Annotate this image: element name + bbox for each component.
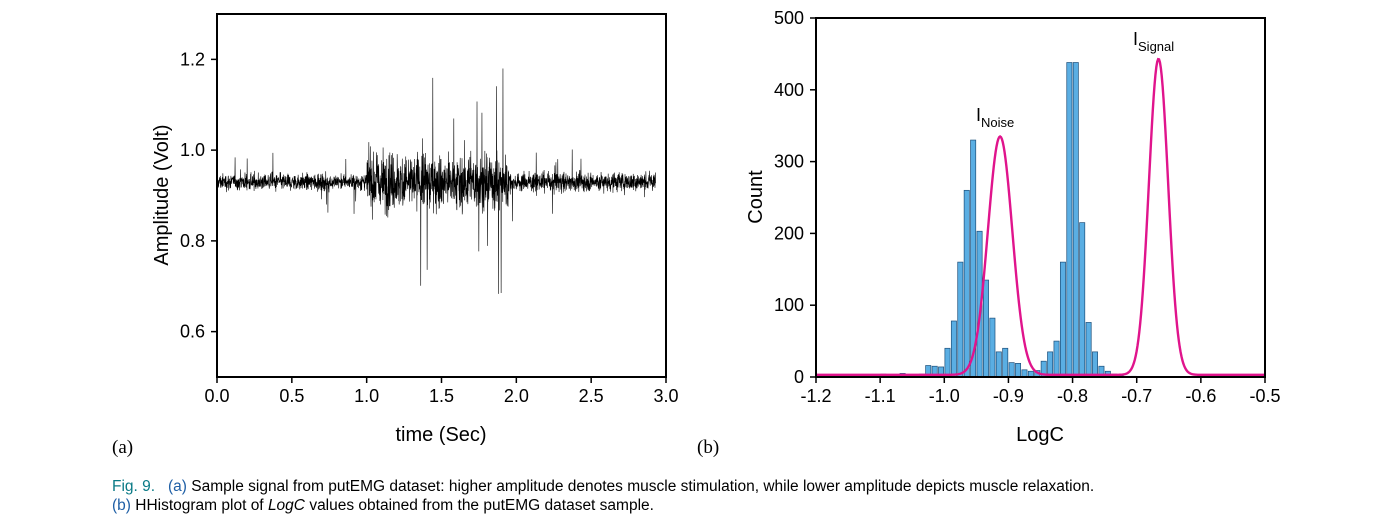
caption-line-2: (b) HHistogram plot of LogC values obtai… <box>112 496 1312 515</box>
panel-b-y-tick-label: 300 <box>774 152 804 172</box>
panel-b-ticks: -1.2 -1.1 -1.0 -0.9 -0.8 -0.7 -0.6 -0.5 0 100 200 3… <box>774 8 1281 406</box>
histogram-bar <box>1066 62 1073 378</box>
histogram-bar <box>1047 351 1054 378</box>
histogram-bar <box>995 351 1002 378</box>
panel-b-x-tick-label: -0.7 <box>1121 386 1152 406</box>
panel-b-histogram: -1.2 -1.1 -1.0 -0.9 -0.8 -0.7 -0.6 -0.5 0 100 200 3… <box>697 8 1281 458</box>
noise-peak-label: INoise <box>976 105 1014 130</box>
figure: 0.0 0.5 1.0 1.5 2.0 2.5 3.0 0.6 0.8 1.0 1.2 time (… <box>112 8 1281 458</box>
histogram-bar <box>1085 322 1092 378</box>
panel-a-signal-plot: 0.0 0.5 1.0 1.5 2.0 2.5 3.0 0.6 0.8 1.0 1.2 time (… <box>112 13 679 458</box>
signal-trace <box>216 68 656 294</box>
panel-a-x-tick-label: 3.0 <box>653 386 678 406</box>
histogram-bar <box>1002 347 1009 378</box>
panel-b-y-tick-label: 400 <box>774 80 804 100</box>
caption-part-b-link[interactable]: (b) <box>112 497 131 514</box>
panel-b-y-tick-label: 100 <box>774 295 804 315</box>
caption-part-b-var: LogC <box>267 497 305 514</box>
panel-a-x-tick-label: 0.5 <box>279 386 304 406</box>
caption-line-1: Fig. 9. (a) Sample signal from putEMG da… <box>112 477 1312 496</box>
panel-b-x-tick-label: -1.2 <box>800 386 831 406</box>
panel-b-x-tick-label: -0.9 <box>993 386 1024 406</box>
panel-b-x-tick-label: -1.0 <box>929 386 960 406</box>
panel-a-x-tick-label: 0.0 <box>204 386 229 406</box>
histogram-bar <box>944 347 951 378</box>
panel-a-x-tick-label: 2.0 <box>504 386 529 406</box>
histogram-bars <box>848 62 1137 378</box>
panel-b-x-label: LogC <box>1016 424 1064 446</box>
signal-line <box>216 68 656 294</box>
signal-peak-label-main: I <box>1133 29 1138 49</box>
caption-part-b-pre: HHistogram plot of <box>135 497 264 514</box>
panel-a-x-tick-label: 1.0 <box>354 386 379 406</box>
panel-a-x-tick-label: 1.5 <box>429 386 454 406</box>
noise-peak-label-main: I <box>976 105 981 125</box>
histogram-bar <box>1008 362 1015 378</box>
panel-b-plot-frame <box>815 17 1266 378</box>
histogram-bar <box>1072 62 1079 378</box>
gaussian-fit-curve <box>816 57 1265 377</box>
histogram-bar <box>1079 222 1086 378</box>
histogram-bar <box>963 189 970 378</box>
panel-b-y-label: Count <box>745 170 767 224</box>
fit-curves <box>816 57 1265 377</box>
panel-b-x-tick-label: -0.6 <box>1185 386 1216 406</box>
caption-part-a-link[interactable]: (a) <box>168 478 187 495</box>
caption-part-a-text: Sample signal from putEMG dataset: highe… <box>191 478 1095 495</box>
panel-a-y-label: Amplitude (Volt) <box>151 124 173 265</box>
histogram-bar <box>957 261 964 378</box>
histogram-bar <box>1015 363 1022 378</box>
histogram-bar <box>1053 340 1060 378</box>
panel-a-ticks: 0.0 0.5 1.0 1.5 2.0 2.5 3.0 0.6 0.8 1.0 1.2 <box>180 49 679 406</box>
panel-b-x-tick-label: -0.5 <box>1249 386 1280 406</box>
panel-b-y-tick-label: 200 <box>774 223 804 243</box>
panel-a-tag: (a) <box>112 437 133 458</box>
panel-a-x-tick-label: 2.5 <box>579 386 604 406</box>
caption-part-b-post: values obtained from the putEMG dataset … <box>309 497 654 514</box>
panel-a-x-label: time (Sec) <box>395 424 486 446</box>
histogram-bar <box>950 320 957 378</box>
panel-a-y-tick-label: 1.0 <box>180 140 205 160</box>
panel-a-y-tick-label: 1.2 <box>180 49 205 69</box>
caption-fig-label: Fig. 9. <box>112 478 156 495</box>
histogram-bar <box>1092 351 1098 378</box>
panel-b-y-tick-label: 500 <box>774 8 804 28</box>
histogram-bar <box>1059 261 1066 378</box>
panel-b-x-tick-label: -0.8 <box>1057 386 1088 406</box>
histogram-bar <box>1021 369 1028 378</box>
panel-a-y-tick-label: 0.8 <box>180 231 205 251</box>
signal-peak-label: ISignal <box>1133 29 1174 54</box>
panel-b-x-tick-label: -1.1 <box>865 386 896 406</box>
noise-peak-label-sub: Noise <box>981 115 1014 130</box>
figure-caption: Fig. 9. (a) Sample signal from putEMG da… <box>112 477 1312 515</box>
panel-b-y-tick-label: 0 <box>794 367 804 387</box>
histogram-bar <box>989 317 996 378</box>
signal-peak-label-sub: Signal <box>1138 39 1174 54</box>
panel-a-y-tick-label: 0.6 <box>180 322 205 342</box>
histogram-bar <box>983 279 989 378</box>
panel-b-tag: (b) <box>697 437 719 458</box>
